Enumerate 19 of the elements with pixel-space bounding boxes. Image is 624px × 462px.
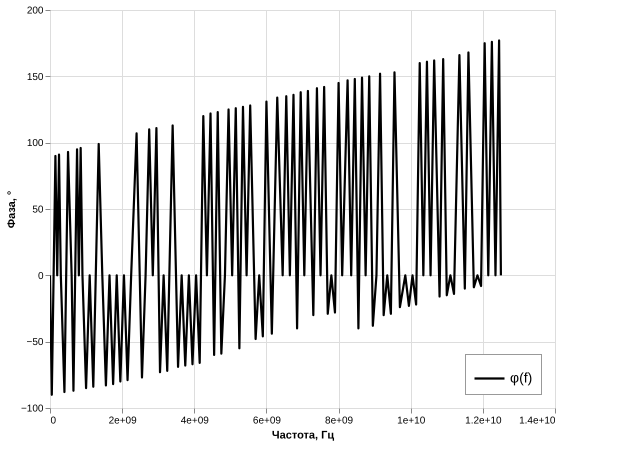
x-tick-label: 1e+10	[397, 416, 426, 426]
y-tick-label: 100	[26, 138, 44, 150]
y-tick-label: 200	[26, 6, 44, 16]
y-tick-label: 50	[32, 204, 44, 216]
legend-label: φ(f)	[510, 370, 532, 386]
x-tick-label: 8e+09	[325, 416, 354, 426]
y-tick-label: −50	[26, 337, 44, 348]
x-axis-title: Частота, Гц	[272, 430, 334, 442]
x-tick-label: 4e+09	[180, 416, 210, 426]
y-axis-title: Фаза, °	[6, 190, 18, 228]
y-tick-label: −100	[20, 404, 44, 414]
y-tick-label: 0	[38, 270, 44, 282]
x-tick-label: 6e+09	[252, 416, 282, 426]
line-series	[50, 39, 502, 396]
x-tick-label: 0	[50, 416, 56, 426]
x-tick-label: 1.2e+10	[465, 416, 502, 426]
x-tick-label: 1.4e+10	[519, 416, 556, 426]
x-tick-label: 2e+09	[108, 416, 138, 426]
y-tick-label: 150	[26, 72, 44, 83]
